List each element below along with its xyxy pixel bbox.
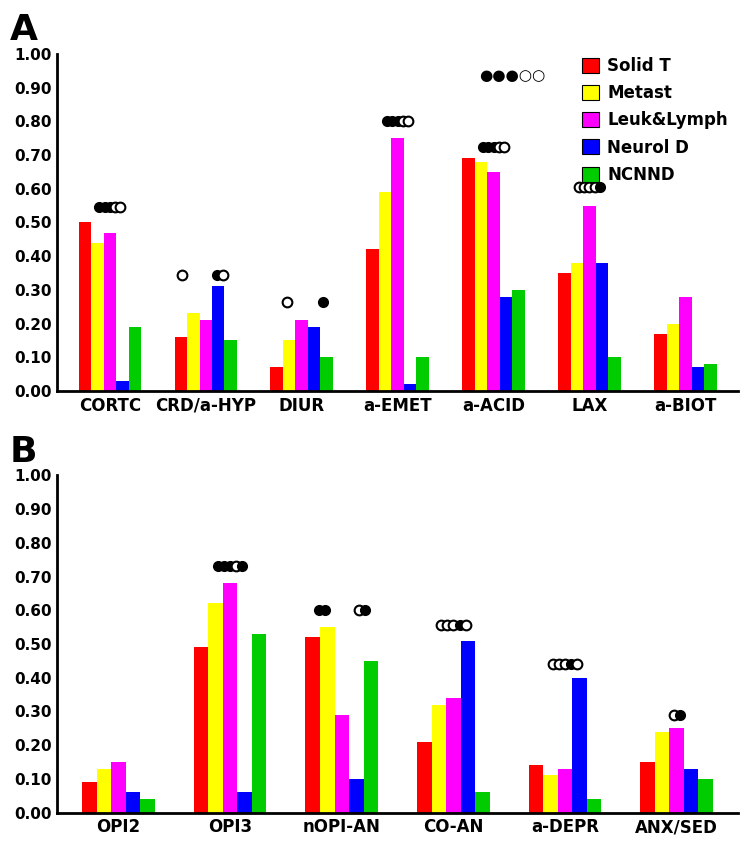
Bar (187, 314, 199, 391)
Text: ●●●○○: ●●●○○ (479, 68, 545, 83)
Text: B: B (9, 434, 37, 468)
Bar (349, 779, 363, 813)
Bar (174, 337, 187, 391)
Bar (224, 341, 237, 391)
Bar (543, 775, 558, 813)
Bar (126, 792, 140, 813)
Bar (91, 242, 104, 391)
Bar (79, 223, 91, 391)
Bar (655, 732, 669, 813)
Bar (212, 286, 224, 391)
Bar (320, 357, 333, 391)
Bar (529, 765, 543, 813)
Bar (704, 364, 717, 391)
Bar (558, 768, 572, 813)
Bar (461, 641, 475, 813)
Bar (679, 297, 692, 391)
Bar (104, 233, 116, 391)
Bar (238, 792, 252, 813)
Bar (194, 648, 208, 813)
Bar (271, 367, 283, 391)
Bar (199, 320, 212, 391)
Bar (692, 367, 704, 391)
Bar (417, 357, 429, 391)
Bar (446, 698, 461, 813)
Bar (487, 172, 500, 391)
Bar (432, 705, 446, 813)
Bar (116, 381, 129, 391)
Bar (223, 583, 238, 813)
Bar (305, 638, 320, 813)
Bar (363, 660, 378, 813)
Bar (512, 290, 525, 391)
Bar (571, 263, 584, 391)
Bar (335, 715, 349, 813)
Text: A: A (9, 13, 38, 47)
Bar (475, 792, 490, 813)
Bar (587, 799, 602, 813)
Bar (558, 273, 571, 391)
Bar (654, 334, 667, 391)
Bar (97, 768, 111, 813)
Bar (283, 341, 296, 391)
Bar (584, 206, 596, 391)
Legend: Solid T, Metast, Leuk&Lymph, Neurol D, NCNND: Solid T, Metast, Leuk&Lymph, Neurol D, N… (581, 55, 729, 185)
Bar (320, 627, 335, 813)
Bar (641, 762, 655, 813)
Bar (308, 327, 320, 391)
Bar (82, 782, 97, 813)
Bar (572, 677, 587, 813)
Bar (129, 327, 141, 391)
Bar (404, 384, 417, 391)
Bar (462, 158, 475, 391)
Bar (667, 324, 679, 391)
Bar (252, 634, 266, 813)
Bar (596, 263, 608, 391)
Bar (366, 249, 379, 391)
Bar (500, 297, 512, 391)
Bar (296, 320, 308, 391)
Bar (475, 162, 487, 391)
Bar (379, 192, 391, 391)
Bar (669, 728, 684, 813)
Bar (684, 768, 699, 813)
Bar (608, 357, 620, 391)
Bar (208, 604, 223, 813)
Bar (140, 799, 155, 813)
Bar (699, 779, 713, 813)
Bar (391, 139, 404, 391)
Bar (111, 762, 126, 813)
Bar (417, 742, 432, 813)
